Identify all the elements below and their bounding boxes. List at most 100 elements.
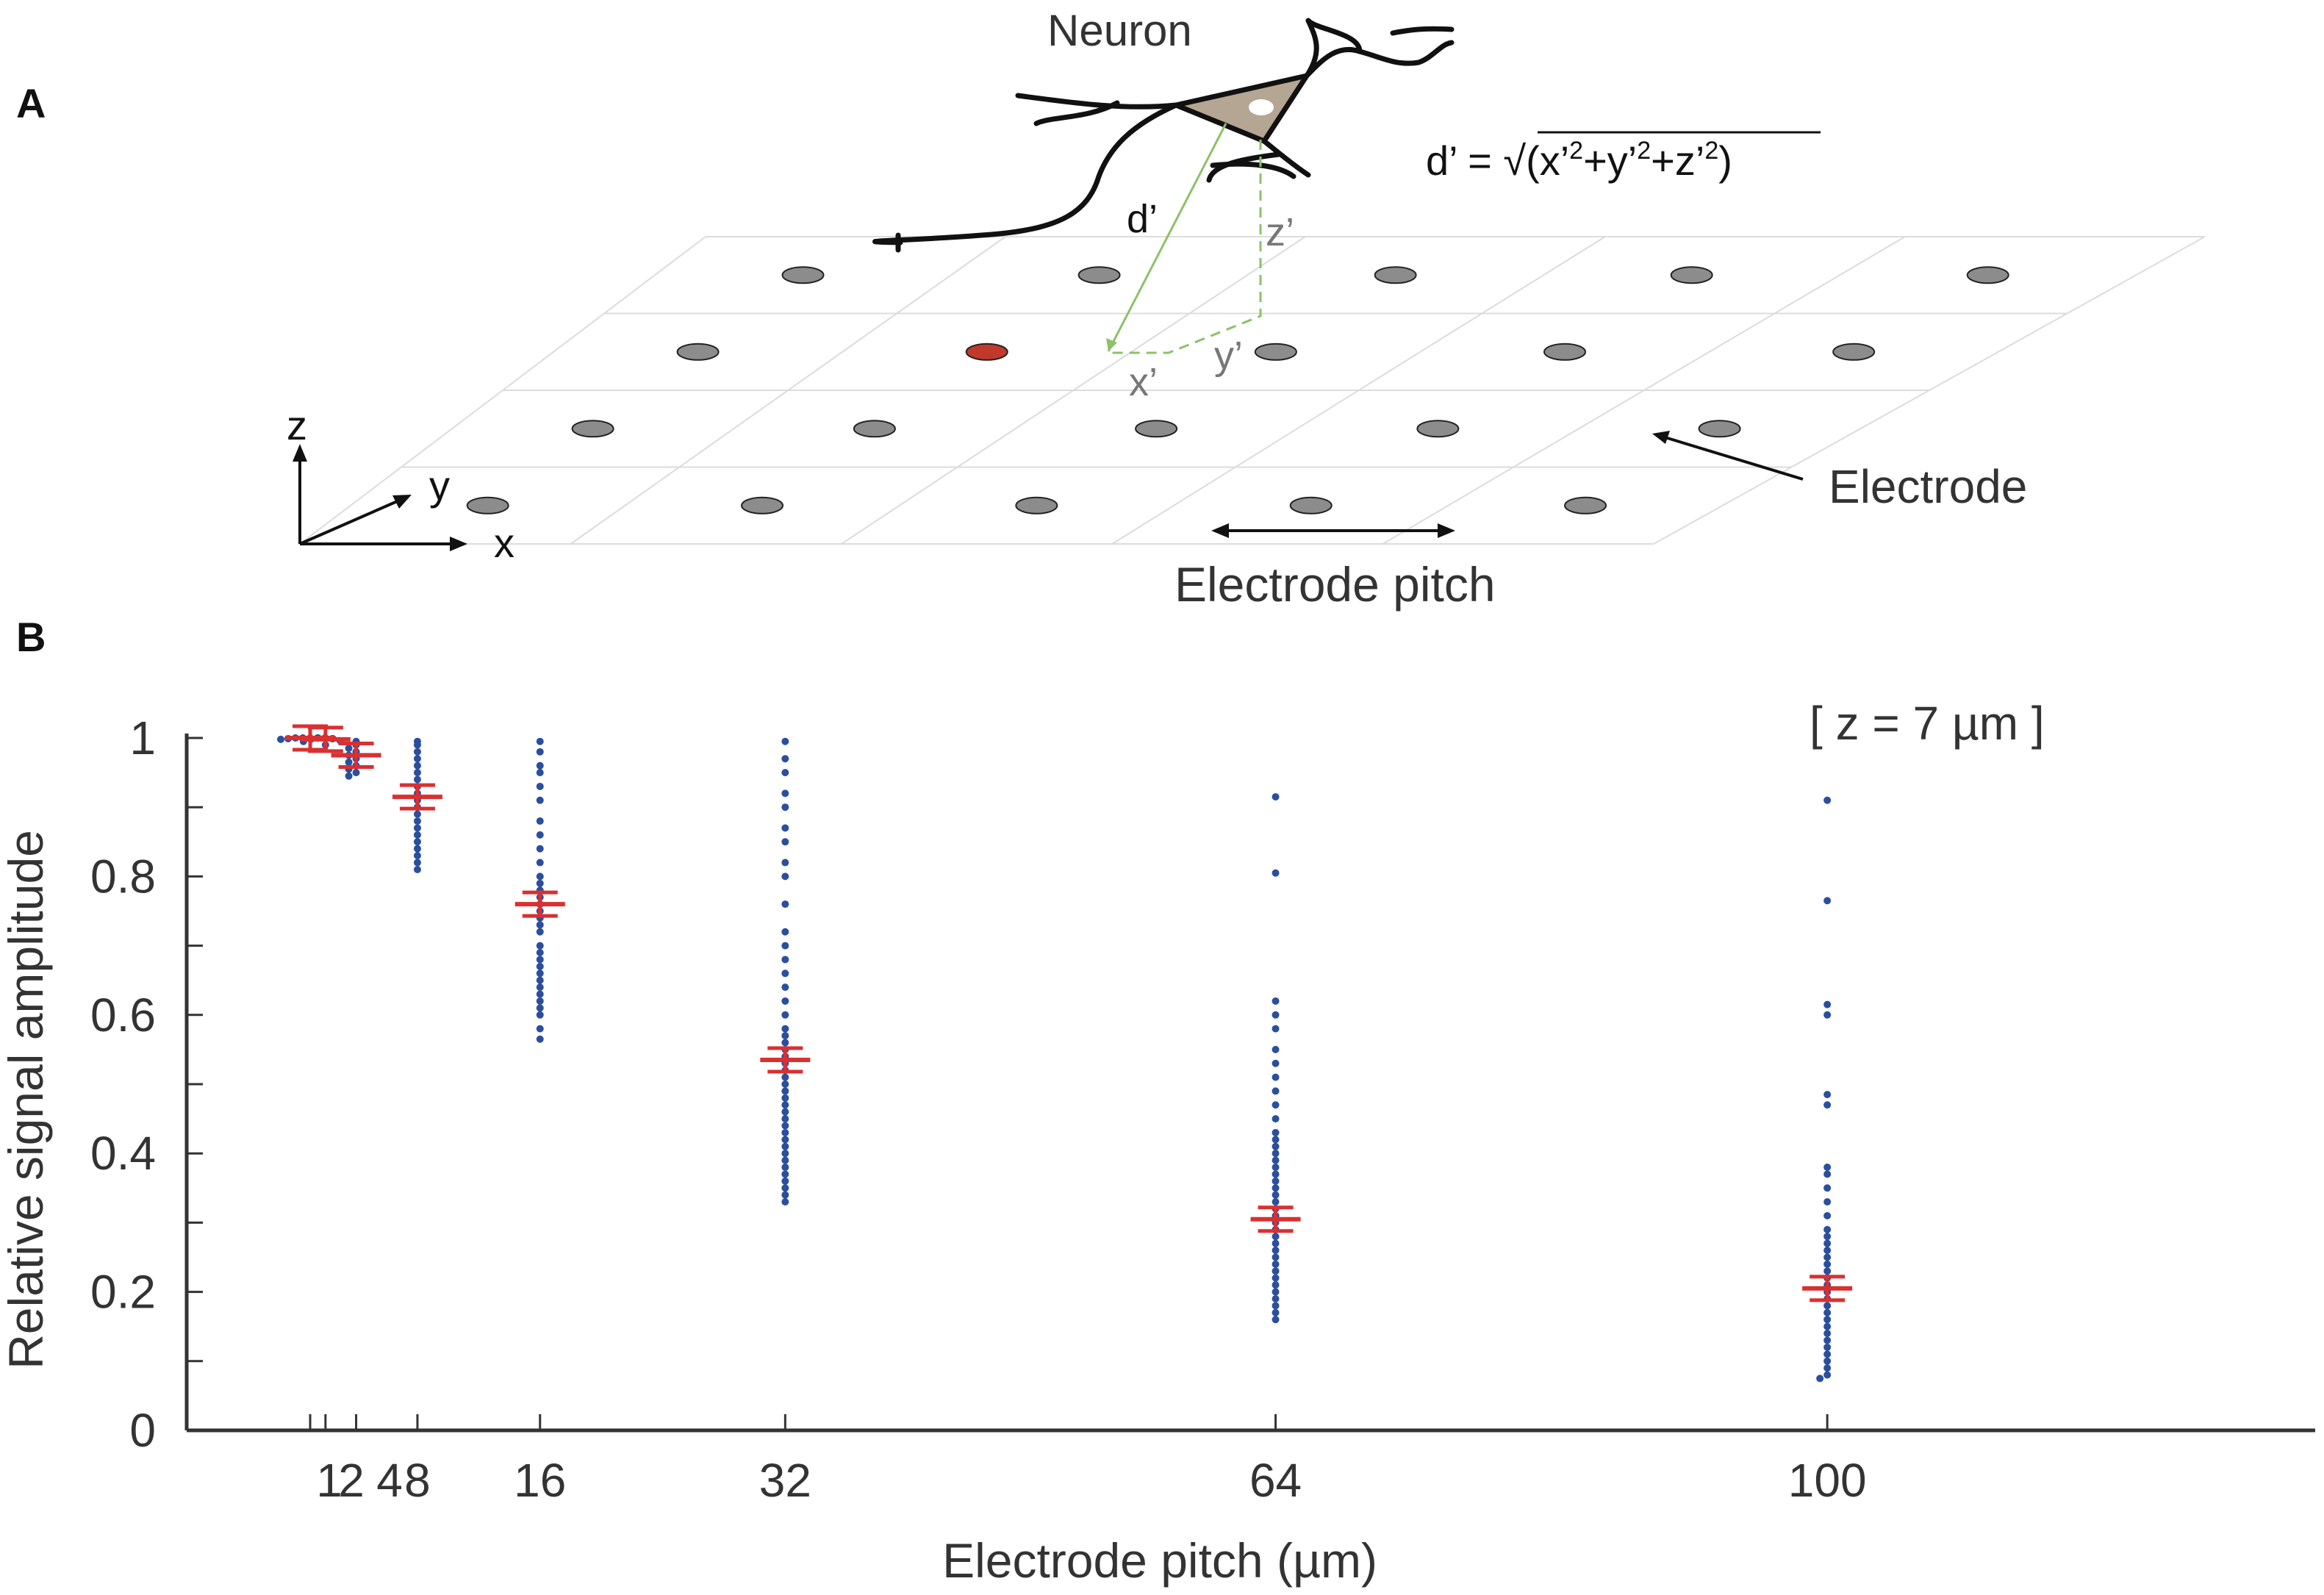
data-point [1823, 1357, 1832, 1365]
x-tick-label: 2 [338, 1454, 365, 1507]
data-point [781, 1184, 789, 1192]
data-point [413, 817, 421, 825]
electrode [1135, 420, 1178, 438]
electrode-pointer [1662, 435, 1804, 481]
data-point [1272, 997, 1280, 1005]
y-tick-label: 0 [129, 1404, 156, 1457]
data-point [1272, 1073, 1280, 1081]
data-point [1272, 1156, 1280, 1164]
data-point [1272, 1316, 1280, 1324]
distance-formula: d’ = √(x’2+y’2+z’2) [1426, 137, 1732, 184]
data-point [781, 769, 789, 777]
data-point [536, 990, 544, 998]
data-point [1272, 1247, 1280, 1255]
data-point [413, 859, 421, 867]
data-point [781, 928, 789, 936]
data-point [781, 737, 789, 745]
d-prime-arrowhead [1106, 338, 1117, 351]
data-point [1823, 1330, 1832, 1338]
data-point [1823, 1101, 1832, 1109]
data-point [1272, 1198, 1280, 1206]
data-point [352, 769, 360, 777]
pitch-arrowhead-left [1211, 523, 1229, 538]
grid-line [841, 236, 1306, 545]
grid-line [299, 236, 706, 545]
data-point [781, 1011, 789, 1019]
data-point [781, 983, 789, 992]
data-point [413, 852, 421, 860]
electrode [1670, 266, 1713, 284]
data-point [413, 838, 421, 846]
data-point [781, 997, 789, 1005]
data-point [277, 735, 284, 743]
x-tick-label: 100 [1788, 1454, 1867, 1507]
data-point [536, 782, 544, 790]
data-point [1272, 1150, 1280, 1158]
data-point [1272, 1260, 1280, 1268]
data-point [1823, 1350, 1832, 1358]
data-point [1272, 1128, 1280, 1136]
panel-b-label: B [16, 614, 46, 660]
data-point [781, 1164, 789, 1172]
data-point [1272, 1045, 1280, 1053]
data-point [536, 921, 544, 929]
data-point [1823, 1260, 1832, 1268]
data-point [781, 1191, 789, 1199]
electrode [1416, 420, 1460, 438]
data-point [1823, 1267, 1832, 1275]
data-point [1272, 1302, 1280, 1310]
electrode-grid [299, 236, 2206, 545]
data-point [1823, 1322, 1832, 1330]
data-point [781, 1115, 789, 1123]
data-point [345, 758, 353, 766]
electrode [1374, 266, 1417, 284]
data-point [536, 845, 544, 853]
data-point [1272, 1011, 1280, 1019]
data-point [1823, 1184, 1832, 1192]
data-point [1823, 1308, 1832, 1316]
data-point [781, 1150, 789, 1158]
y-prime-label: y’ [1214, 334, 1243, 378]
data-point [413, 741, 421, 749]
data-point [781, 969, 789, 978]
data-point [1823, 897, 1832, 905]
data-point [1272, 1191, 1280, 1199]
data-point [536, 796, 544, 804]
data-point [345, 745, 353, 753]
data-point [536, 769, 544, 777]
electrode [853, 420, 896, 438]
x-tick-label: 8 [404, 1454, 431, 1507]
dendrite [1304, 40, 1455, 79]
data-point [536, 737, 544, 745]
data-point [536, 956, 544, 964]
data-point [1272, 1177, 1280, 1185]
data-point [536, 859, 544, 867]
data-point [781, 1122, 789, 1130]
data-point [413, 845, 421, 853]
electrode [466, 496, 509, 515]
x-tick-label: 1 [316, 1454, 342, 1507]
data-point [1823, 1000, 1832, 1008]
data-point [536, 748, 544, 756]
x-tick-label: 16 [514, 1454, 566, 1507]
x-tick-label: 64 [1249, 1454, 1302, 1507]
data-point [1272, 1101, 1280, 1109]
data-point [413, 865, 421, 873]
data-point [536, 976, 544, 984]
data-point [536, 817, 544, 825]
data-point [781, 1032, 789, 1040]
neuron-nucleus [1249, 99, 1274, 115]
z-prime-label: z’ [1266, 210, 1294, 254]
y-tick-label: 0.2 [90, 1266, 156, 1319]
data-point [1272, 1253, 1280, 1261]
data-point [1823, 1302, 1832, 1310]
data-point [413, 810, 421, 818]
data-point [1823, 1247, 1832, 1255]
grid-line [1382, 236, 1906, 545]
data-point [1272, 1233, 1280, 1241]
data-point [1272, 1025, 1280, 1033]
data-point [781, 755, 789, 763]
data-point [1272, 1184, 1280, 1192]
y-tick-label: 0.8 [90, 850, 156, 903]
data-point [536, 1004, 544, 1012]
